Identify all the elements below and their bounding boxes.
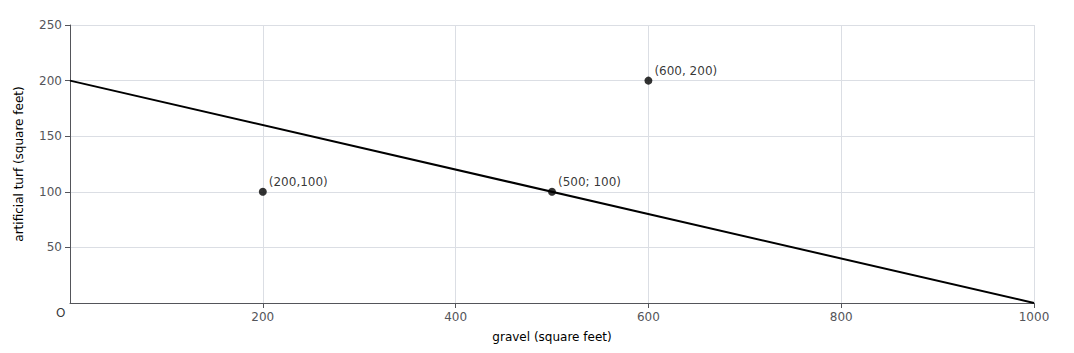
svg-text:200: 200	[251, 310, 274, 324]
svg-text:1000: 1000	[1019, 310, 1050, 324]
svg-text:800: 800	[830, 310, 853, 324]
svg-text:gravel (square feet): gravel (square feet)	[492, 330, 611, 344]
svg-text:400: 400	[444, 310, 467, 324]
svg-text:O: O	[56, 306, 65, 320]
svg-text:250: 250	[39, 18, 62, 32]
svg-text:150: 150	[39, 129, 62, 143]
svg-text:(600, 200): (600, 200)	[654, 64, 717, 78]
svg-text:50: 50	[47, 240, 62, 254]
svg-text:600: 600	[637, 310, 660, 324]
svg-text:200: 200	[39, 74, 62, 88]
svg-text:(500; 100): (500; 100)	[558, 175, 621, 189]
svg-text:(200,100): (200,100)	[269, 175, 328, 189]
svg-text:100: 100	[39, 185, 62, 199]
svg-text:artificial turf (square feet): artificial turf (square feet)	[12, 86, 26, 241]
